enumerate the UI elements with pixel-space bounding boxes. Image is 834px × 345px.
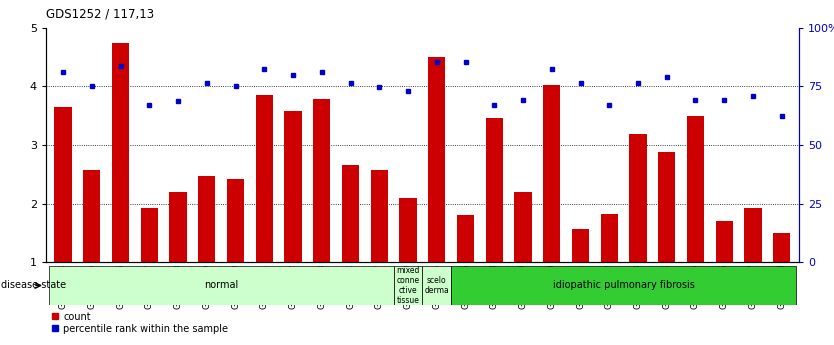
Text: GDS1252 / 117,13: GDS1252 / 117,13 [46, 8, 154, 21]
Bar [600, 214, 618, 262]
Bar [83, 169, 100, 262]
Bar [394, 266, 422, 305]
Bar [342, 166, 359, 262]
Bar [630, 134, 646, 262]
Bar [169, 192, 187, 262]
Bar [284, 111, 302, 262]
Text: mixed
conne
ctive
tissue: mixed conne ctive tissue [396, 266, 420, 305]
Bar [773, 233, 791, 262]
Bar [48, 266, 394, 305]
Legend: count, percentile rank within the sample: count, percentile rank within the sample [51, 312, 229, 334]
Bar [451, 266, 796, 305]
Bar [428, 57, 445, 262]
Bar [515, 192, 531, 262]
Bar [54, 107, 72, 262]
Bar [141, 208, 158, 262]
Bar [399, 198, 417, 262]
Bar [112, 43, 129, 262]
Bar [370, 169, 388, 262]
Bar [716, 221, 733, 262]
Bar [485, 118, 503, 262]
Text: disease state: disease state [1, 280, 66, 290]
Bar [198, 176, 215, 262]
Bar [687, 116, 704, 262]
Bar [314, 99, 330, 262]
Bar [256, 95, 273, 262]
Text: idiopathic pulmonary fibrosis: idiopathic pulmonary fibrosis [553, 280, 695, 290]
Bar [422, 266, 451, 305]
Bar [745, 208, 761, 262]
Text: scelo
derma: scelo derma [425, 276, 450, 295]
Bar [658, 152, 676, 262]
Bar [457, 215, 475, 262]
Bar [572, 229, 589, 262]
Bar [227, 179, 244, 262]
Text: normal: normal [204, 280, 239, 290]
Bar [543, 85, 560, 262]
